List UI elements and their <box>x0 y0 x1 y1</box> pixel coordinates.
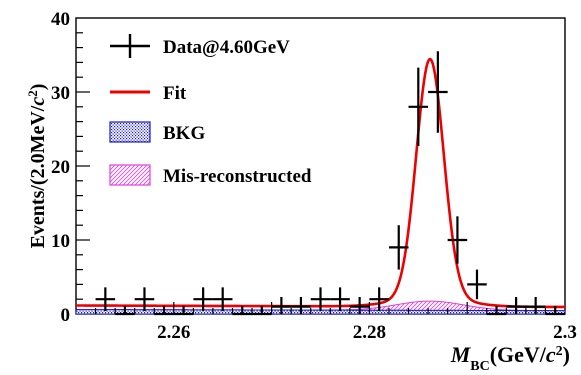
data-point <box>388 225 409 270</box>
x-tick-label: 2.3 <box>553 322 577 343</box>
background-band <box>75 309 566 315</box>
data-point <box>252 305 272 316</box>
data-point <box>193 287 213 312</box>
data-points-layer <box>95 51 565 316</box>
y-tick-label: 10 <box>51 231 70 252</box>
legend: Data@4.60GeV Fit BKG Mis-reconstructed <box>109 34 312 187</box>
x-tick-label: 2.26 <box>157 322 190 343</box>
data-point <box>271 296 292 314</box>
data-point <box>447 216 468 264</box>
legend-item-fit: Fit <box>110 83 187 104</box>
data-point <box>154 305 174 316</box>
data-point <box>486 305 507 316</box>
y-tick-label: 40 <box>51 9 70 30</box>
data-point <box>115 305 135 316</box>
axes-layer: 2.26 2.28 2.3 0 10 20 30 40 <box>51 9 577 343</box>
data-point <box>349 296 370 314</box>
legend-item-data: Data@4.60GeV <box>110 34 290 58</box>
y-tick-label: 0 <box>61 305 71 326</box>
data-point <box>428 51 448 133</box>
legend-item-misrec: Mis-reconstructed <box>109 164 312 187</box>
data-point <box>310 287 331 312</box>
legend-item-bkg: BKG <box>109 121 205 144</box>
y-tick-label: 30 <box>51 83 70 104</box>
data-point <box>134 287 155 312</box>
data-point <box>408 67 429 147</box>
y-tick-label: 20 <box>51 157 70 178</box>
data-point <box>330 287 350 312</box>
fill-layer <box>75 300 566 315</box>
data-point <box>291 296 311 314</box>
y-axis-label: Events/(2.0MeV/c2) <box>25 84 50 249</box>
legend-label-misrec: Mis-reconstructed <box>163 166 312 187</box>
data-point <box>545 305 565 316</box>
data-point <box>212 287 233 312</box>
legend-label-fit: Fit <box>163 83 187 104</box>
data-point <box>173 305 194 316</box>
data-point <box>369 287 389 312</box>
legend-misrec-swatch <box>109 164 151 186</box>
legend-label-data: Data@4.60GeV <box>163 37 290 58</box>
legend-label-bkg: BKG <box>163 123 205 144</box>
x-axis-label: MBC(GeV/c2) <box>450 342 570 374</box>
data-point <box>95 287 116 312</box>
x-tick-label: 2.28 <box>353 322 386 343</box>
data-point <box>525 296 546 314</box>
data-point <box>506 296 526 314</box>
data-point <box>232 305 253 316</box>
legend-bkg-swatch <box>109 121 151 143</box>
data-point <box>467 269 487 300</box>
